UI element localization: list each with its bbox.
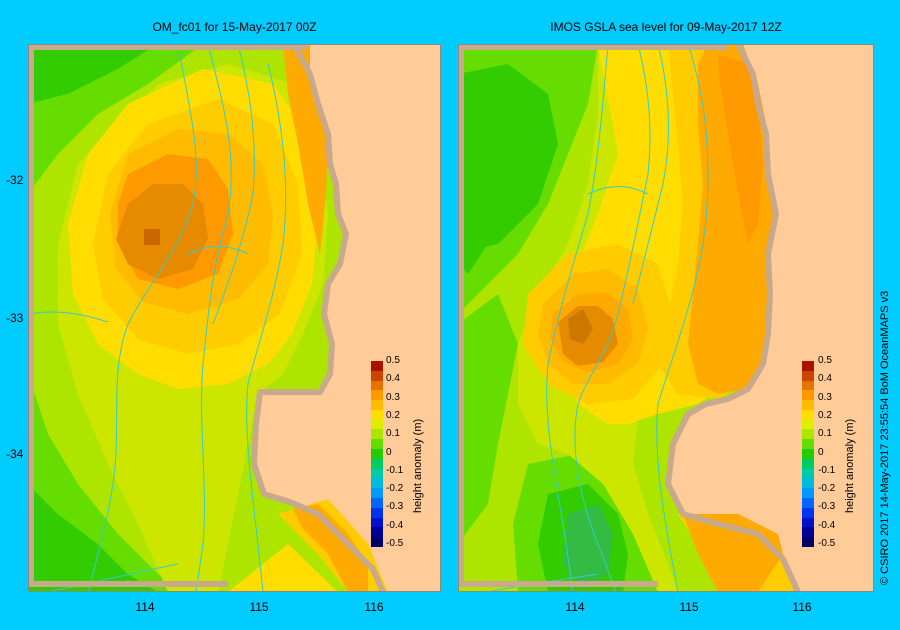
colorbar-swatch bbox=[371, 390, 383, 401]
current-streamlines bbox=[487, 44, 709, 592]
x-tick-label: 115 bbox=[679, 600, 699, 614]
x-tick-label: 115 bbox=[249, 600, 269, 614]
colorbar-tick-label: -0.5 bbox=[818, 538, 836, 549]
colorbar-tick-label: 0 bbox=[818, 446, 824, 458]
colorbar-swatch bbox=[371, 537, 383, 547]
colorbar-swatch bbox=[371, 488, 383, 498]
coastline bbox=[251, 44, 386, 592]
colorbar-swatch bbox=[371, 497, 383, 508]
grid-border bbox=[28, 44, 308, 587]
colorbar-swatch bbox=[371, 380, 383, 391]
left-map-title: OM_fc01 for 15-May-2017 00Z bbox=[152, 20, 317, 34]
colorbar-tick-label: 0.2 bbox=[818, 409, 832, 421]
y-tick-label: -32 bbox=[6, 173, 24, 187]
colorbar-swatch bbox=[802, 409, 814, 420]
colorbar-swatch bbox=[371, 507, 383, 518]
colorbar-swatch bbox=[371, 400, 383, 410]
colorbar-tick-label: 0.4 bbox=[386, 373, 400, 385]
colorbar-tick-label: 0.4 bbox=[818, 373, 832, 385]
colorbar-tick-label: 0.1 bbox=[818, 428, 832, 440]
colorbar-title: height anomaly (m) bbox=[412, 418, 424, 513]
colorbar-tick-label: -0.5 bbox=[386, 538, 404, 549]
x-tick-label: 114 bbox=[135, 600, 155, 614]
colorbar-tick-label: -0.1 bbox=[386, 464, 404, 476]
y-tick-label: -33 bbox=[6, 311, 24, 325]
colorbar bbox=[371, 361, 383, 547]
colorbar-tick-label: -0.4 bbox=[386, 519, 404, 531]
colorbar-swatch bbox=[371, 468, 383, 479]
colorbar-tick-label: -0.2 bbox=[818, 483, 836, 495]
colorbar-swatch bbox=[802, 449, 814, 459]
colorbar-tick-label: 0.5 bbox=[818, 355, 832, 366]
colorbar-swatch bbox=[802, 380, 814, 391]
colorbar-tick-label: 0 bbox=[386, 446, 392, 458]
colorbar-swatch bbox=[802, 400, 814, 410]
y-tick-label: -34 bbox=[6, 447, 24, 461]
colorbar-swatch bbox=[802, 488, 814, 498]
credit-text: © CSIRO 2017 14-May-2017 23:55:54 BoM Oc… bbox=[879, 290, 891, 585]
current-streamlines bbox=[28, 44, 287, 592]
colorbar-swatch bbox=[371, 361, 383, 371]
colorbar-tick-label: 0.5 bbox=[386, 355, 400, 366]
colorbar-swatch bbox=[371, 449, 383, 459]
sea-level-anomaly-field bbox=[28, 44, 388, 592]
colorbar-tick-label: 0.1 bbox=[386, 428, 400, 440]
colorbar bbox=[802, 361, 814, 547]
colorbar-swatch bbox=[371, 409, 383, 420]
colorbar-swatch bbox=[802, 497, 814, 508]
colorbar-swatch bbox=[802, 468, 814, 479]
colorbar-swatch bbox=[371, 517, 383, 528]
colorbar-title: height anomaly (m) bbox=[844, 418, 856, 513]
colorbar-swatch bbox=[371, 429, 383, 440]
colorbar-tick-label: -0.3 bbox=[386, 501, 404, 513]
x-tick-label: 116 bbox=[792, 600, 812, 614]
colorbar-tick-label: 0.2 bbox=[386, 409, 400, 421]
colorbar-swatch bbox=[371, 419, 383, 430]
x-tick-label: 114 bbox=[565, 600, 585, 614]
colorbar-swatch bbox=[802, 537, 814, 547]
colorbar-swatch bbox=[802, 527, 814, 538]
sea-level-anomaly-field bbox=[458, 44, 798, 592]
colorbar-swatch bbox=[371, 458, 383, 469]
coastline bbox=[665, 44, 801, 592]
colorbar-swatch bbox=[802, 429, 814, 440]
colorbar-tick-label: 0.3 bbox=[386, 391, 400, 403]
colorbar-swatch bbox=[371, 527, 383, 538]
colorbar-swatch bbox=[802, 458, 814, 469]
colorbar-swatch bbox=[802, 361, 814, 371]
colorbar-swatch bbox=[802, 478, 814, 489]
colorbar-tick-label: -0.1 bbox=[818, 464, 836, 476]
colorbar-swatch bbox=[371, 439, 383, 450]
colorbar-tick-label: 0.3 bbox=[818, 391, 832, 403]
colorbar-swatch bbox=[371, 478, 383, 489]
colorbar-tick-label: -0.3 bbox=[818, 501, 836, 513]
colorbar-swatch bbox=[802, 419, 814, 430]
colorbar-tick-label: -0.4 bbox=[818, 519, 836, 531]
grid-border bbox=[458, 44, 728, 587]
colorbar-swatch bbox=[802, 390, 814, 401]
colorbar-swatch bbox=[802, 439, 814, 450]
colorbar-swatch bbox=[802, 517, 814, 528]
colorbar-swatch bbox=[802, 370, 814, 381]
colorbar-swatch bbox=[371, 370, 383, 381]
x-tick-label: 116 bbox=[364, 600, 384, 614]
left-sea-level-map bbox=[28, 44, 441, 592]
colorbar-swatch bbox=[802, 507, 814, 518]
right-map-title: IMOS GSLA sea level for 09-May-2017 12Z bbox=[550, 20, 782, 34]
colorbar-tick-label: -0.2 bbox=[386, 483, 404, 495]
